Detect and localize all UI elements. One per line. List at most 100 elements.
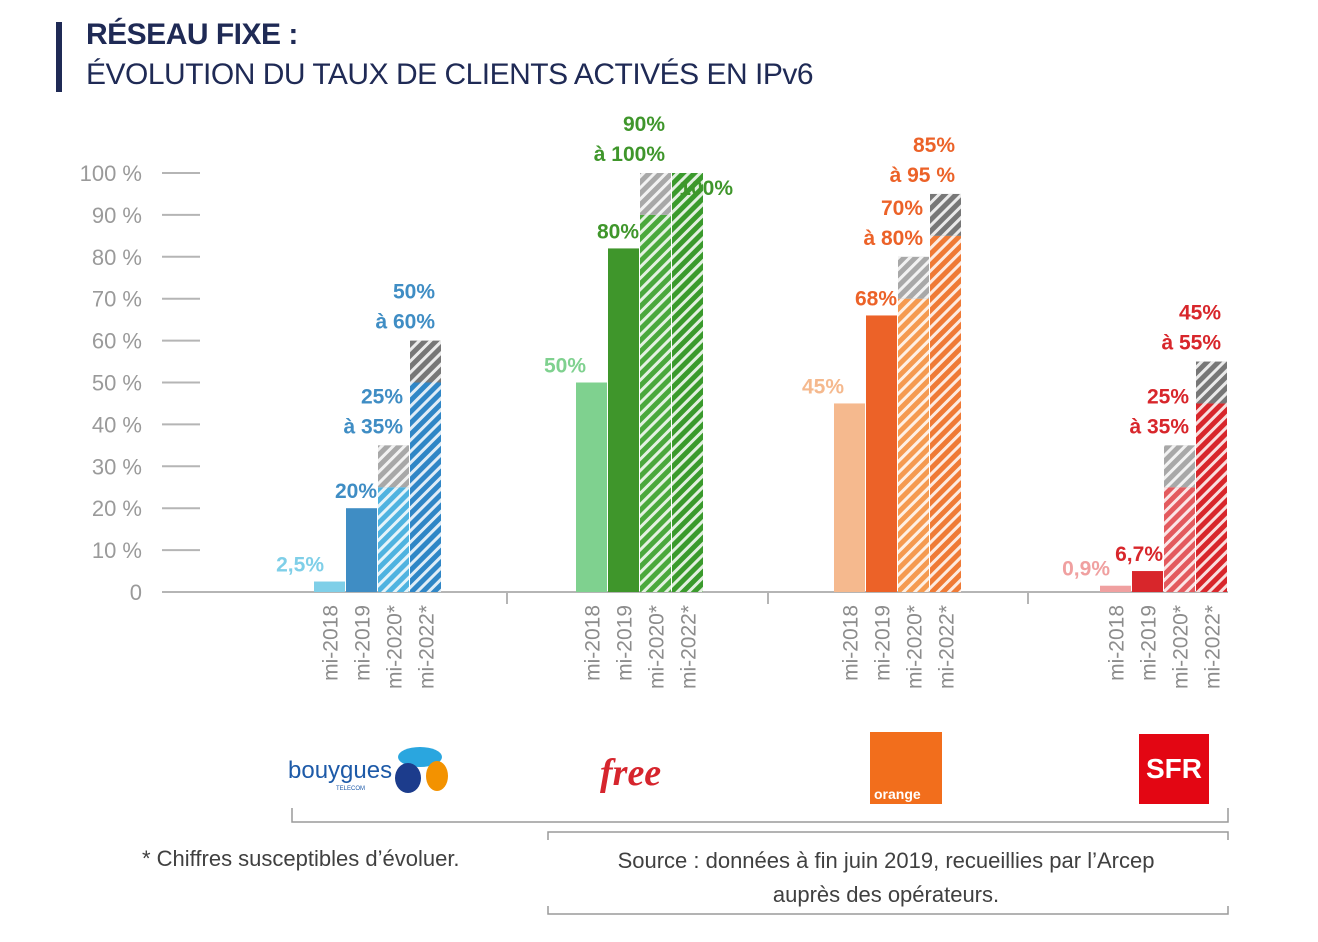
logo-orange-square [870,732,942,804]
bar [608,248,639,593]
bar-hatch [1196,403,1227,592]
x-category-label: mi-2022* [678,605,701,689]
value-label: 90% [623,113,665,136]
bar [576,382,607,592]
x-category-label: mi-2019 [352,605,375,681]
y-tick-label: 0 [130,580,142,605]
title-accent-bar [56,22,62,92]
bar-hatch [410,382,441,592]
value-label: 50% [544,355,586,378]
x-category-label: mi-2018 [1106,605,1129,681]
x-category-label: mi-2019 [872,605,895,681]
x-category-label: mi-2019 [1138,605,1161,681]
value-label: 100% [679,177,733,200]
x-category-label: mi-2020* [384,605,407,689]
y-tick-label: 30 % [92,454,142,479]
logo-bouygues-blob [426,761,448,791]
bars-layer [314,173,1227,593]
value-label: 45% [802,375,844,398]
bracket-source-top [547,831,1229,840]
bar-group-sfr [1100,361,1227,592]
x-category-label: mi-2022* [1202,605,1225,689]
value-label: 45% [1179,302,1221,325]
bar [314,581,345,592]
logo-free: free [600,752,661,794]
bracket-source-bottom [547,906,1229,915]
range-bar-hatch [1196,361,1227,404]
x-category-label: mi-2022* [936,605,959,689]
logo-bouygues-blob [398,747,442,767]
x-category-label: mi-2019 [614,605,637,681]
range-bar-hatch [640,173,671,215]
value-label: à 35% [1129,415,1189,438]
footer-brackets [291,808,1229,915]
bar [866,315,897,592]
bar-hatch [1164,487,1195,592]
bar [346,508,377,592]
logos-layer: bouygues TELECOM free orange SFR [288,732,1229,915]
value-label: à 80% [863,227,923,250]
value-label: 0,9% [1062,558,1110,581]
source-line-1: Source : données à fin juin 2019, recuei… [617,848,1155,873]
y-tick-label: 20 % [92,496,142,521]
bar-hatch [672,173,703,592]
y-tick-label: 70 % [92,287,142,312]
value-label: 6,7% [1115,543,1163,566]
footnote: * Chiffres susceptibles d’évoluer. [142,846,460,871]
x-category-label: mi-2018 [582,605,605,681]
range-bar-hatch [378,445,409,488]
y-tick-label: 80 % [92,245,142,270]
logo-orange-text: orange [874,786,921,802]
bar-hatch [930,235,961,592]
y-tick-label: 60 % [92,329,142,354]
value-label: 80% [597,220,639,243]
value-label: à 60% [375,311,435,334]
logo-bouygues-subtext: TELECOM [336,786,365,792]
logo-bouygues-text: bouygues [288,757,392,784]
y-tick-label: 100 % [80,161,142,186]
value-label: 25% [361,385,403,408]
x-category-label: mi-2020* [1170,605,1193,689]
x-category-label: mi-2018 [320,605,343,681]
x-category-label: mi-2018 [840,605,863,681]
bar-group-free [576,173,703,593]
bar-group-orange [834,193,961,592]
y-tick-label: 10 % [92,538,142,563]
value-label: à 100% [594,143,666,166]
range-bar-hatch [410,340,441,383]
axis-layer: 0 10 % 20 % 30 % 40 % 50 % 60 % 70 % 80 % 90 % 100… [80,161,1228,605]
bar-group-bouygues-telecom [314,340,441,592]
value-label: 70% [881,197,923,220]
value-label: 2,5% [276,554,324,577]
source-note: Source : données à fin juin 2019, recuei… [548,844,1224,912]
logo-sfr-square [1139,734,1209,804]
bracket-top [291,808,1229,823]
range-bar-hatch [930,193,961,236]
bar [1132,571,1163,592]
y-tick-label: 90 % [92,203,142,228]
value-label: 20% [335,480,377,503]
value-label: à 95 % [890,164,956,187]
value-label: 50% [393,281,435,304]
source-line-2: auprès des opérateurs. [772,882,1000,907]
bar [1100,585,1131,592]
logo-bouygues-blob [395,763,421,793]
value-label: à 35% [343,415,403,438]
x-category-label: mi-2020* [646,605,669,689]
labels-layer: mi-2018 2,5% mi-2019 20% mi-2020* à 35% 25% mi-… [276,113,1224,689]
y-tick-label: 50 % [92,371,142,396]
value-label: 25% [1147,385,1189,408]
range-bar-hatch [898,256,929,299]
bar-hatch [898,298,929,592]
logo-bouygues: bouygues TELECOM [288,747,448,793]
chart-subtitle: ÉVOLUTION DU TAUX DE CLIENTS ACTIVÉS EN … [86,58,814,91]
value-label: 68% [855,287,897,310]
chart-title: RÉSEAU FIXE : [86,18,298,51]
x-category-label: mi-2020* [904,605,927,689]
value-label: 85% [913,134,955,157]
bar-hatch [378,487,409,592]
bar [834,403,865,592]
range-bar-hatch [1164,445,1195,488]
logo-sfr-text: SFR [1146,753,1202,784]
